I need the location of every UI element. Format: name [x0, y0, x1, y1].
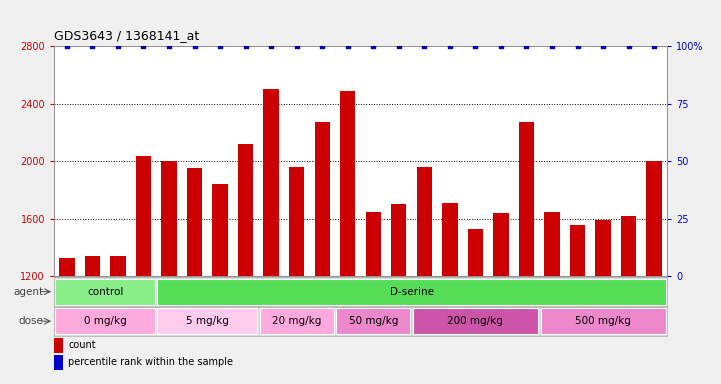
Bar [136, 156, 151, 276]
Point [597, 43, 609, 49]
Point [521, 43, 532, 49]
Point [547, 43, 558, 49]
Point [572, 43, 583, 49]
Point [623, 43, 634, 49]
Bar [596, 220, 611, 276]
Bar [238, 144, 253, 276]
Bar [336, 308, 410, 334]
Point [138, 43, 149, 49]
Bar [289, 167, 304, 276]
Text: 500 mg/kg: 500 mg/kg [575, 316, 631, 326]
Bar [263, 89, 279, 276]
Point [61, 43, 73, 49]
Point [112, 43, 124, 49]
Bar [366, 212, 381, 276]
Bar [493, 213, 508, 276]
Bar [442, 203, 458, 276]
Point [87, 43, 98, 49]
Text: count: count [68, 340, 96, 350]
Bar [541, 308, 665, 334]
Bar [56, 279, 155, 305]
Bar [391, 204, 407, 276]
Text: 50 mg/kg: 50 mg/kg [348, 316, 398, 326]
Text: 5 mg/kg: 5 mg/kg [186, 316, 229, 326]
Point [291, 43, 302, 49]
Point [342, 43, 353, 49]
Bar [519, 122, 534, 276]
Text: agent: agent [13, 286, 43, 297]
Text: control: control [87, 286, 123, 297]
Point [444, 43, 456, 49]
Bar [260, 308, 334, 334]
Point [317, 43, 328, 49]
Point [419, 43, 430, 49]
Bar [213, 184, 228, 276]
Bar [647, 161, 662, 276]
Bar [468, 229, 483, 276]
Point [648, 43, 660, 49]
Bar [157, 308, 257, 334]
Bar [314, 122, 329, 276]
Text: percentile rank within the sample: percentile rank within the sample [68, 358, 234, 367]
Bar [570, 225, 585, 276]
Bar [621, 216, 637, 276]
Bar [187, 169, 202, 276]
Bar [56, 308, 155, 334]
Point [368, 43, 379, 49]
Text: D-serine: D-serine [389, 286, 433, 297]
Bar [413, 308, 538, 334]
Bar [157, 279, 665, 305]
Bar [544, 212, 559, 276]
Text: 20 mg/kg: 20 mg/kg [272, 316, 322, 326]
Bar [59, 258, 74, 276]
Bar [85, 257, 100, 276]
Point [265, 43, 277, 49]
Text: dose: dose [18, 316, 43, 326]
Bar [110, 257, 125, 276]
Point [214, 43, 226, 49]
Point [163, 43, 174, 49]
Point [189, 43, 200, 49]
Text: GDS3643 / 1368141_at: GDS3643 / 1368141_at [54, 29, 199, 42]
Text: 200 mg/kg: 200 mg/kg [448, 316, 503, 326]
Bar [417, 167, 432, 276]
Point [495, 43, 507, 49]
Point [393, 43, 404, 49]
Bar [162, 161, 177, 276]
Text: 0 mg/kg: 0 mg/kg [84, 316, 126, 326]
Point [469, 43, 481, 49]
Point [240, 43, 252, 49]
Bar [340, 91, 355, 276]
